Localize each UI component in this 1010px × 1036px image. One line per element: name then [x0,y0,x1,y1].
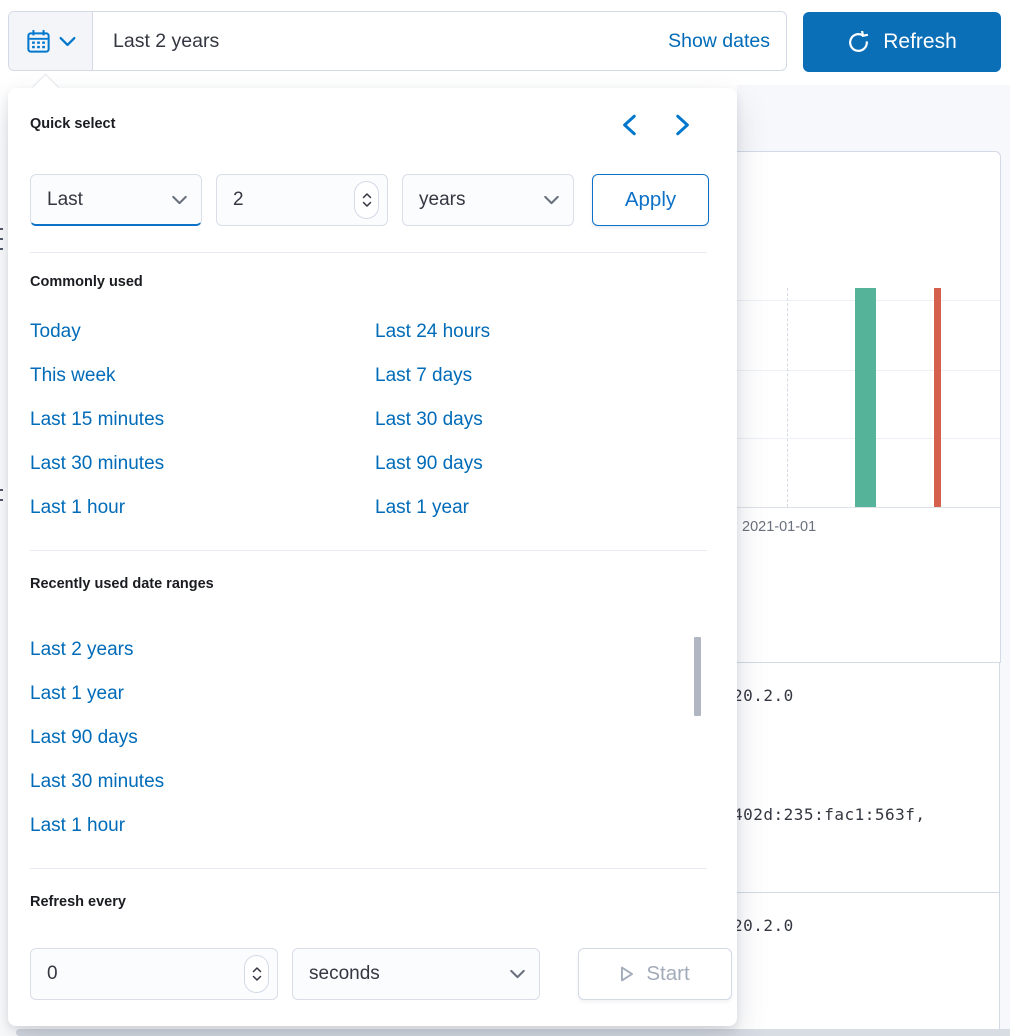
document-table [737,663,1000,1036]
date-picker-popover: Quick select Last years [8,88,737,1026]
clipped-content-fragment [0,248,3,250]
recently-used-link[interactable]: Last 1 hour [30,815,126,836]
refresh-button[interactable]: Refresh [803,12,1001,72]
refresh-button-label: Refresh [883,30,957,53]
next-time-window-button[interactable] [668,110,698,140]
refresh-every-title: Refresh every [30,894,126,910]
commonly-used-link[interactable]: Today [30,321,81,342]
clipped-content-fragment [0,228,3,230]
previous-time-window-button[interactable] [614,110,644,140]
chart-bar-green [855,288,876,507]
chart-dashed-gridline [787,288,788,507]
show-dates-button[interactable]: Show dates [668,29,770,52]
commonly-used-link[interactable]: Last 30 minutes [30,453,165,474]
recently-used-list: Last 2 years Last 1 year Last 90 days Last … [30,628,164,848]
apply-button[interactable]: Apply [592,174,709,226]
refresh-unit-value: seconds [309,963,380,984]
commonly-used-link[interactable]: Last 24 hours [375,321,491,342]
commonly-used-link[interactable]: Last 1 hour [30,497,126,518]
refresh-interval-form: seconds Start [30,948,732,1000]
horizontal-scrollbar[interactable] [16,1029,1010,1036]
chart-axis-line [737,507,1000,508]
start-button-label: Start [646,962,690,985]
chart-x-tick-label: 2021-01-01 [742,519,817,535]
recently-used-link[interactable]: Last 2 years [30,639,134,660]
recently-used-link[interactable]: Last 90 days [30,727,138,748]
play-icon [620,966,634,982]
amount-input[interactable] [217,189,354,211]
commonly-used-title: Commonly used [30,274,143,290]
chart-bar-red [934,288,941,507]
chevron-down-icon [172,195,201,205]
chevron-down-icon [544,195,573,205]
commonly-used-link[interactable]: Last 15 minutes [30,409,165,430]
date-range-display[interactable]: Last 2 years [113,29,220,52]
chevron-down-icon [510,969,539,979]
table-cell: 20.2.0 [733,686,794,705]
refresh-interval-input[interactable] [31,963,244,985]
vertical-scrollbar[interactable] [694,637,701,716]
refresh-interval-field [30,948,278,1000]
clipped-content-fragment [0,238,3,240]
divider [30,252,707,253]
commonly-used-column-1: Today This week Last 15 minutes Last 30 min… [30,310,164,530]
chevron-down-icon [59,36,76,47]
commonly-used-link[interactable]: Last 7 days [375,365,473,386]
recently-used-title: Recently used date ranges [30,576,214,592]
recently-used-link[interactable]: Last 1 year [30,683,124,704]
commonly-used-column-2: Last 24 hours Last 7 days Last 30 days Last… [375,310,490,530]
clipped-content-fragment [0,499,3,501]
amount-field [216,174,388,226]
clipped-content-fragment [0,489,3,491]
quick-select-form: Last years Apply [30,174,715,226]
table-cell: 20.2.0 [733,916,794,935]
table-cell: 402d:235:fac1:563f, [733,805,926,824]
commonly-used-link[interactable]: Last 90 days [375,453,483,474]
tense-select-value: Last [47,188,83,210]
quick-select-menu-button[interactable] [9,12,93,70]
divider [30,550,707,551]
calendar-icon [25,28,52,55]
unit-select-value: years [419,189,466,210]
unit-select[interactable]: years [402,174,574,226]
recently-used-link[interactable]: Last 30 minutes [30,771,165,792]
divider [30,868,707,869]
quick-select-title: Quick select [30,116,116,132]
commonly-used-link[interactable]: Last 30 days [375,409,483,430]
tense-select[interactable]: Last [30,174,202,226]
number-stepper[interactable] [244,955,269,993]
refresh-icon [847,30,870,54]
start-refresh-button[interactable]: Start [578,948,732,1000]
commonly-used-link[interactable]: Last 1 year [375,497,469,518]
refresh-unit-select[interactable]: seconds [292,948,540,1000]
table-row-divider [737,892,1000,893]
number-stepper[interactable] [354,181,379,219]
commonly-used-link[interactable]: This week [30,365,116,386]
super-date-picker: Last 2 years Show dates [8,11,787,71]
